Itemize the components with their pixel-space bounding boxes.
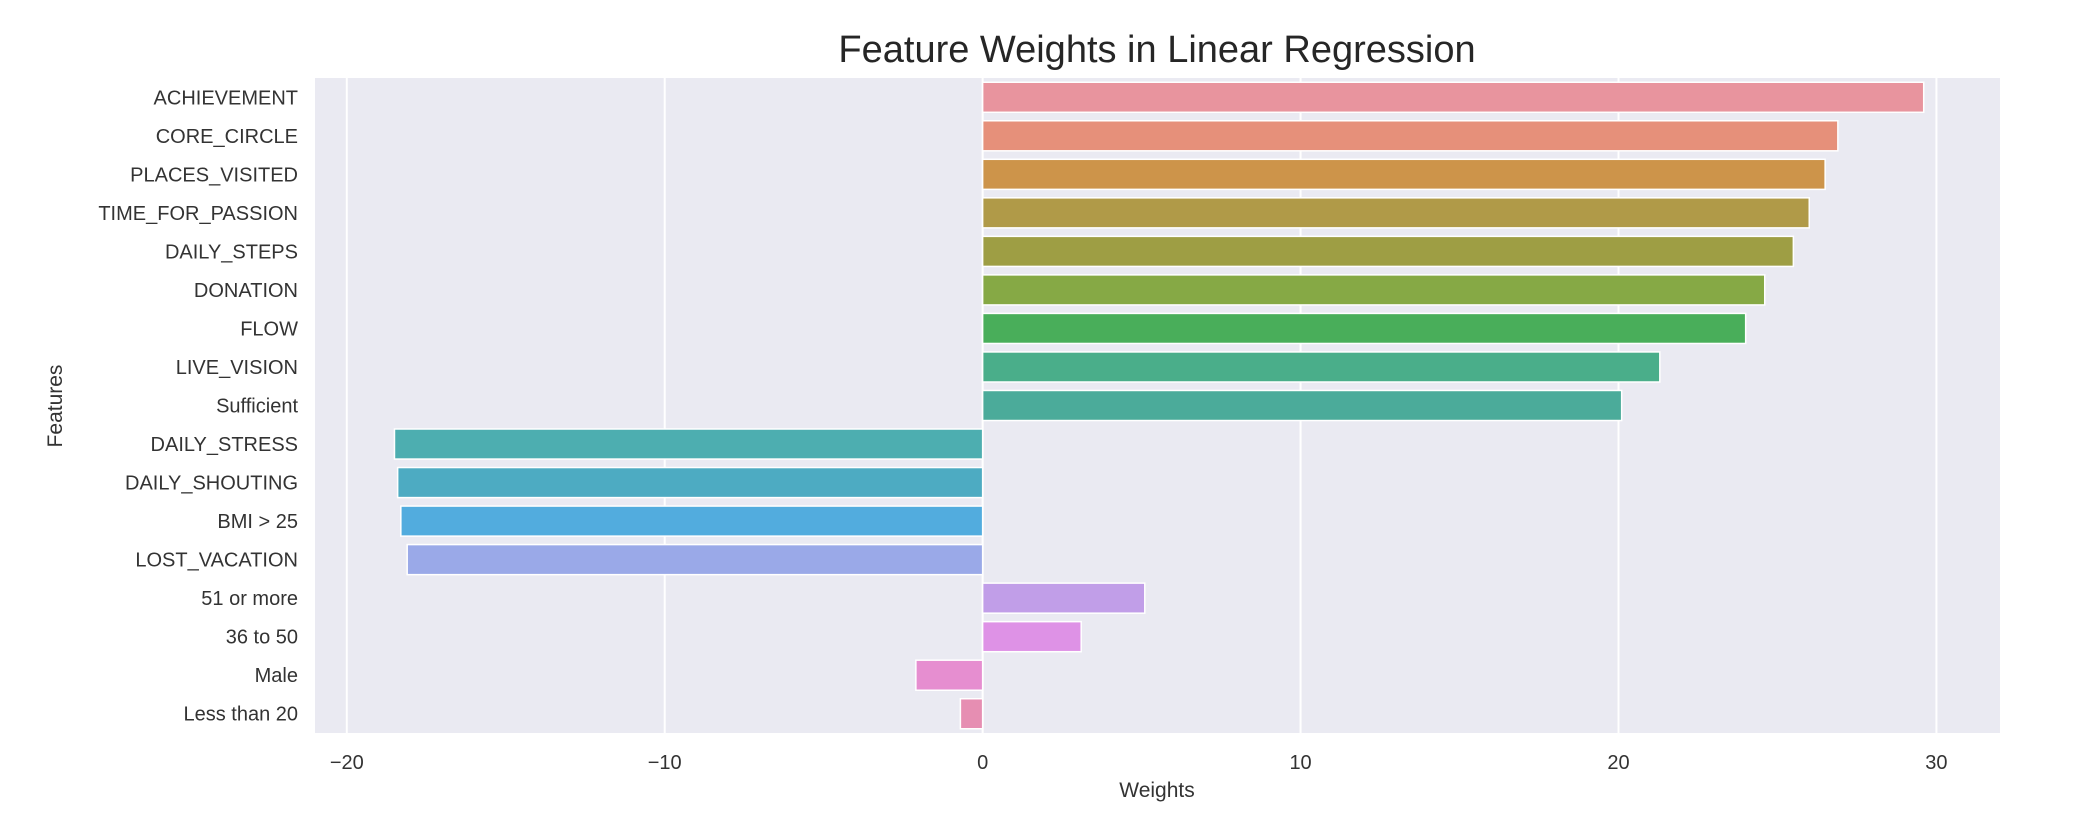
bar-time-for-passion xyxy=(981,197,1810,229)
bar-lost-vacation xyxy=(406,543,984,576)
bar-donation xyxy=(981,274,1766,306)
x-tick-label: −10 xyxy=(648,752,682,774)
bar-flow xyxy=(981,312,1747,345)
x-tick-label: 30 xyxy=(1925,752,1947,774)
y-tick-labels: ACHIEVEMENT CORE_CIRCLE PLACES_VISITED TIME… xyxy=(98,87,298,725)
bar-achievement xyxy=(981,81,1925,114)
x-tick-labels: −20 −10 0 10 20 30 xyxy=(330,752,1948,774)
y-axis-label: Features xyxy=(44,365,67,448)
y-tick-label: FLOW xyxy=(240,318,298,340)
x-tick-label: 20 xyxy=(1607,752,1629,774)
y-tick-label: LIVE_VISION xyxy=(176,357,298,379)
y-tick-label: DAILY_SHOUTING xyxy=(125,473,298,495)
bars xyxy=(393,81,1925,730)
y-tick-label: BMI > 25 xyxy=(217,511,298,533)
bar-core-circle xyxy=(981,120,1839,152)
y-tick-label: CORE_CIRCLE xyxy=(156,126,298,148)
y-tick-label: Sufficient xyxy=(216,396,298,418)
y-tick-label: 51 or more xyxy=(201,588,298,610)
y-tick-label: DAILY_STEPS xyxy=(165,241,298,263)
bar-live-vision xyxy=(981,351,1661,383)
y-tick-label: Male xyxy=(255,665,298,687)
bar-daily-shouting xyxy=(396,466,984,499)
bar-daily-stress xyxy=(393,428,984,460)
bar-male xyxy=(915,659,984,691)
x-tick-label: 0 xyxy=(977,752,988,774)
x-tick-label: 10 xyxy=(1289,752,1311,774)
chart-title: Feature Weights in Linear Regression xyxy=(838,29,1475,71)
y-tick-label: LOST_VACATION xyxy=(135,550,298,572)
y-tick-label: TIME_FOR_PASSION xyxy=(98,203,298,225)
bar-daily-steps xyxy=(981,235,1795,268)
bar-51-or-more xyxy=(981,582,1146,614)
y-tick-label: ACHIEVEMENT xyxy=(154,87,298,109)
bar-less-than-20 xyxy=(959,697,984,730)
y-tick-label: DONATION xyxy=(194,280,298,302)
y-tick-label: 36 to 50 xyxy=(226,627,298,649)
x-axis-label: Weights xyxy=(1119,779,1194,802)
bar-places-visited xyxy=(981,158,1826,191)
bar-sufficient xyxy=(981,389,1623,422)
x-tick-label: −20 xyxy=(330,752,364,774)
bar-36-to-50 xyxy=(981,620,1082,653)
y-tick-label: PLACES_VISITED xyxy=(130,164,298,186)
y-tick-label: Less than 20 xyxy=(183,704,298,726)
y-tick-label: DAILY_STRESS xyxy=(151,434,298,456)
bar-bmi-25 xyxy=(400,505,984,537)
